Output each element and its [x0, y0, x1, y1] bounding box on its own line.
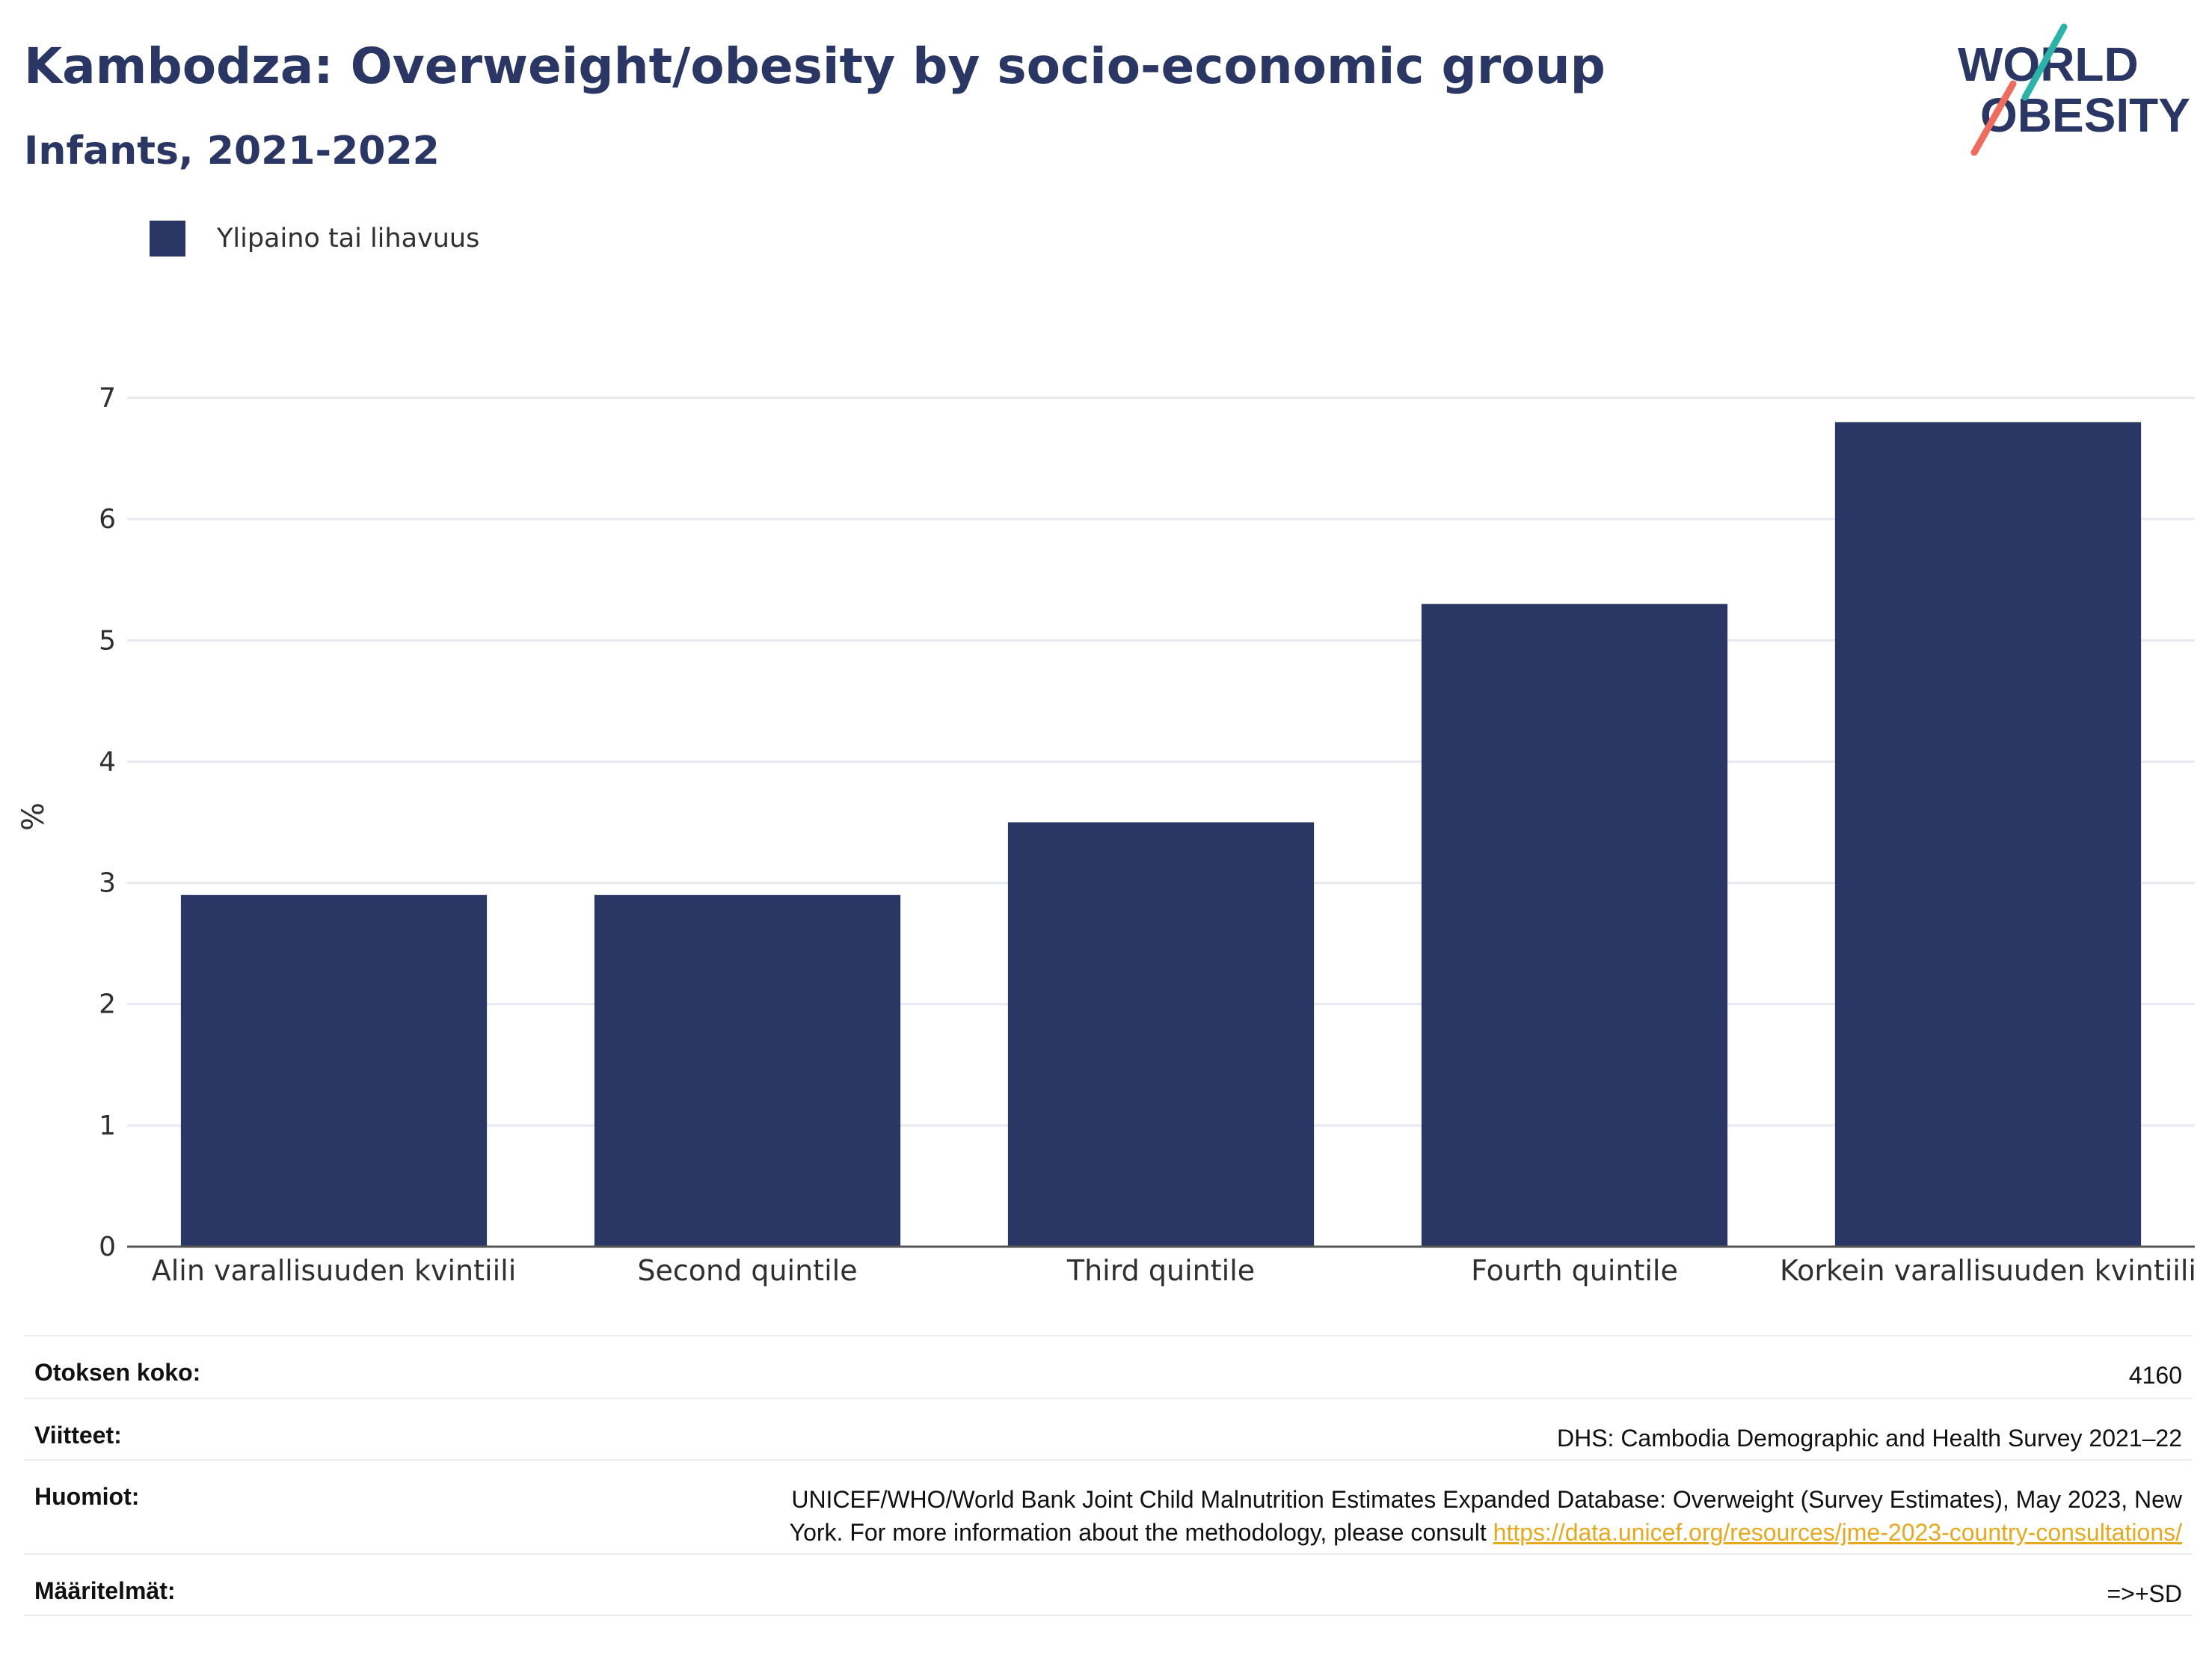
chart-title: Kambodza: Overweight/obesity by socio-ec…: [24, 37, 1606, 95]
references-label: Viitteet:: [34, 1422, 122, 1449]
definitions-value: =>+SD: [2107, 1580, 2182, 1607]
methodology-link[interactable]: https://data.unicef.org/resources/jme-20…: [1493, 1519, 2182, 1546]
notes-line-1: UNICEF/WHO/World Bank Joint Child Malnut…: [791, 1486, 2182, 1513]
y-tick-label-5: 5: [99, 625, 116, 656]
logo-slash-teal: [2021, 23, 2068, 101]
x-tick-label-3: Third quintile: [1066, 1254, 1255, 1287]
y-tick-label-6: 6: [99, 504, 116, 535]
x-tick-labels: Alin varallisuuden kvintiili Second quint…: [152, 1254, 2196, 1287]
legend-swatch: [150, 221, 185, 257]
notes-line-2: York. For more information about the met…: [789, 1519, 1493, 1546]
y-tick-label-4: 4: [99, 746, 116, 777]
x-tick-label-2: Second quintile: [637, 1254, 857, 1287]
bar-3: [1007, 822, 1315, 1247]
meta-row-notes: Huomiot: UNICEF/WHO/World Bank Joint Chi…: [24, 1459, 2193, 1553]
meta-row-references: Viitteet: DHS: Cambodia Demographic and …: [24, 1398, 2193, 1459]
references-value: DHS: Cambodia Demographic and Health Sur…: [1556, 1425, 2182, 1452]
sample-size-label: Otoksen koko:: [34, 1359, 201, 1386]
y-tick-label-3: 3: [99, 868, 116, 899]
chart-subtitle: Infants, 2021-2022: [24, 129, 440, 174]
logo-slash-coral: [1970, 80, 2017, 156]
bar-4: [1421, 604, 1728, 1247]
bar-1: [180, 894, 488, 1247]
logo-word-world: WORLD: [1958, 37, 2139, 91]
x-tick-label-4: Fourth quintile: [1471, 1254, 1678, 1287]
logo-word-obesity: OBESITY: [1980, 88, 2190, 142]
notes-label: Huomiot:: [34, 1483, 140, 1510]
notes-value: UNICEF/WHO/World Bank Joint Child Malnut…: [790, 1483, 2182, 1549]
metadata-table: Otoksen koko: 4160 Viitteet: DHS: Cambod…: [24, 1335, 2193, 1616]
definitions-label: Määritelmät:: [34, 1577, 176, 1604]
y-axis-label: %: [16, 802, 51, 831]
legend-label: Ylipaino tai lihavuus: [217, 224, 480, 254]
y-tick-label-2: 2: [99, 989, 116, 1020]
x-tick-label-5: Korkein varallisuuden kvintiili: [1780, 1254, 2196, 1287]
y-tick-label-1: 1: [99, 1111, 116, 1141]
legend[interactable]: Ylipaino tai lihavuus: [150, 221, 479, 257]
world-obesity-logo: WORLD OBESITY: [1958, 23, 2190, 156]
y-tick-labels: 0 1 2 3 4 5 6 7: [99, 383, 116, 1262]
meta-row-definitions: Määritelmät: =>+SD: [24, 1553, 2193, 1616]
bar-chart: 0 1 2 3 4 5 6 7 Alin varallisuuden kvintiili Sec…: [16, 383, 2196, 1287]
bar-2: [594, 894, 901, 1247]
bar-5: [1834, 422, 2142, 1247]
x-tick-label-1: Alin varallisuuden kvintiili: [152, 1254, 517, 1287]
meta-row-sample-size: Otoksen koko: 4160: [24, 1335, 2193, 1398]
y-tick-label-7: 7: [99, 383, 116, 414]
sample-size-value: 4160: [2128, 1362, 2182, 1389]
y-tick-label-0: 0: [99, 1232, 116, 1262]
bars-layer: [180, 422, 2142, 1247]
